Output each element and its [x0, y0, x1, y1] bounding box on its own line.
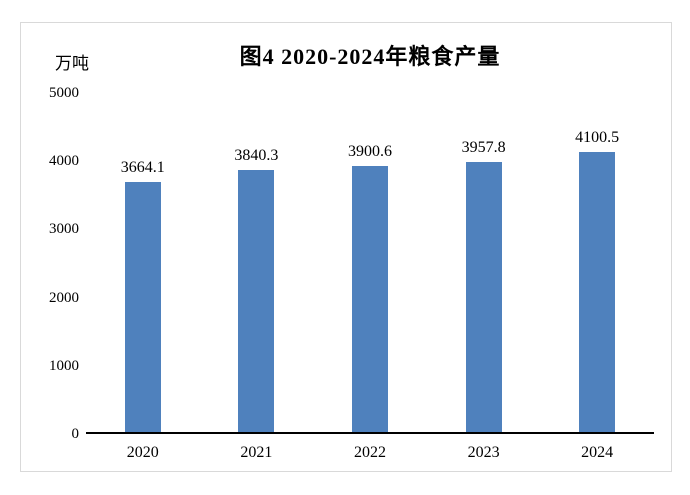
chart-frame: 图4 2020-2024年粮食产量 万吨 0 1000 2000 3000 4000 50… [20, 22, 672, 472]
bar-value-label: 4100.5 [575, 129, 620, 147]
bar-value-label: 3840.3 [234, 147, 279, 165]
x-tick-label: 2022 [353, 444, 386, 461]
x-tick-label: 2020 [126, 444, 159, 461]
y-tick-label: 5000 [49, 85, 79, 101]
x-axis: 2020 2021 2022 2023 2024 [86, 443, 654, 463]
bar [124, 182, 161, 432]
y-tick-label: 1000 [49, 357, 79, 374]
bar [465, 162, 502, 432]
y-tick-label: 2000 [49, 289, 79, 306]
y-axis-unit-label: 万吨 [55, 54, 89, 73]
y-tick-label: 3000 [49, 221, 79, 238]
plot-area: 3664.1 3840.3 3900.6 3957.8 4100.5 [86, 93, 654, 434]
bar-value-label: 3957.8 [461, 139, 506, 157]
bar-value-label: 3664.1 [120, 159, 165, 177]
chart-title: 图4 2020-2024年粮食产量 [239, 44, 501, 69]
x-tick-label: 2024 [581, 444, 614, 461]
bar-slot: 3957.8 [427, 93, 541, 432]
x-tick-label: 2023 [467, 444, 500, 461]
bar-value-label: 3900.6 [347, 142, 392, 160]
y-axis: 0 1000 2000 3000 4000 5000 [21, 23, 79, 471]
bar-slot: 3900.6 [313, 93, 427, 432]
x-tick-label: 2021 [240, 444, 273, 461]
y-tick-label: 4000 [49, 153, 79, 170]
y-tick-label: 0 [71, 426, 80, 442]
bar-slot: 3664.1 [86, 93, 200, 432]
bar-slot: 3840.3 [200, 93, 314, 432]
bar-slot: 4100.5 [540, 93, 654, 432]
bar [238, 170, 275, 432]
bar [351, 165, 388, 432]
bar [579, 152, 616, 432]
